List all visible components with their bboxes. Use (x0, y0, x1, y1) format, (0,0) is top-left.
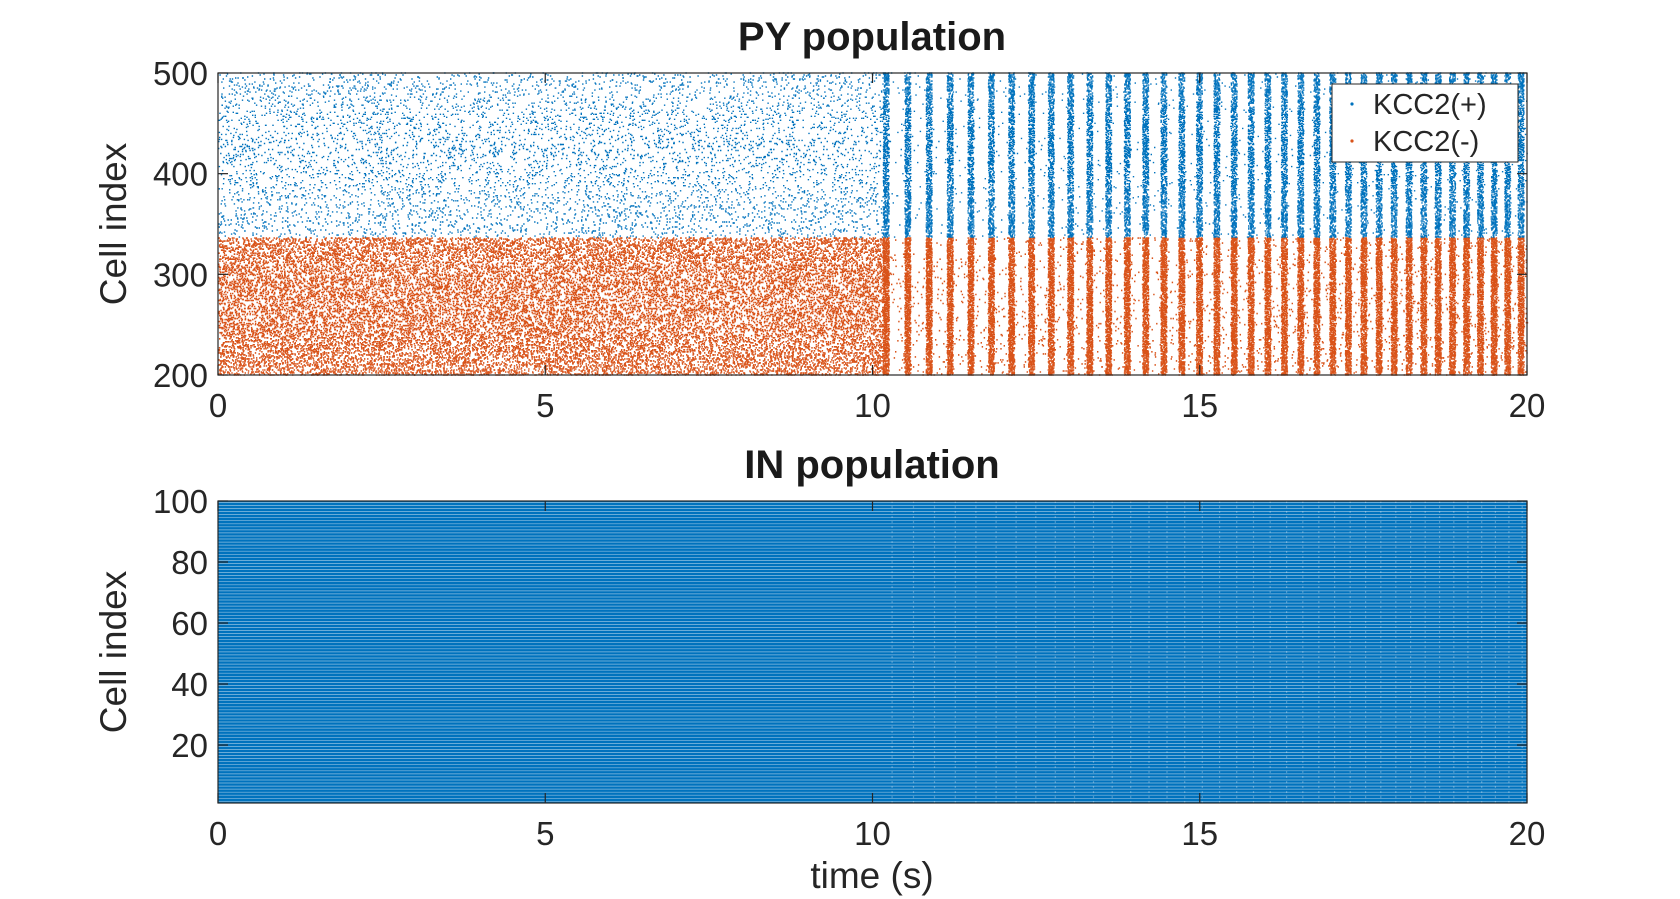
spike-cluster (1160, 237, 1238, 376)
spike-cluster (925, 72, 1036, 238)
in-title: IN population (744, 443, 1000, 487)
spike-cluster (1434, 237, 1500, 376)
y-tick-label: 100 (153, 483, 208, 520)
x-tick-label: 5 (536, 815, 554, 852)
x-tick-label: 10 (854, 387, 891, 424)
spike-cluster (1375, 237, 1444, 376)
y-tick-label: 500 (153, 55, 208, 92)
legend-box (1331, 83, 1519, 163)
spike-cluster (925, 237, 1016, 376)
x-tick-label: 0 (209, 815, 227, 852)
y-tick-label: 20 (171, 727, 208, 764)
spike-cluster (1230, 237, 1305, 376)
py-panel: PY population 0 5 10 15 20 200 300 400 500 Cell… (93, 15, 1545, 424)
py-y-axis: 200 300 400 500 (153, 55, 1527, 394)
spike-cluster (218, 237, 887, 376)
legend-label-kcc2-minus: KCC2(-) (1373, 126, 1479, 158)
py-raster-area (218, 72, 1529, 376)
in-panel: IN population 0 5 10 15 20 20 40 60 80 100 Cell … (93, 443, 1545, 896)
x-tick-label: 10 (854, 815, 891, 852)
spike-cluster (1028, 72, 1150, 238)
spike-cluster (1230, 72, 1337, 238)
spike-cluster (218, 237, 933, 376)
y-tick-label: 400 (153, 156, 208, 193)
in-x-axis: 0 5 10 15 20 (209, 501, 1546, 852)
py-kcc2-minus-spikes (218, 237, 1529, 376)
py-title: PY population (738, 15, 1006, 59)
spike-cluster (1142, 72, 1238, 238)
spike-cluster (1008, 237, 1094, 376)
x-tick-label: 0 (209, 387, 227, 424)
in-spikes (218, 501, 1527, 803)
y-tick-label: 40 (171, 666, 208, 703)
x-axis-label: time (s) (810, 855, 933, 896)
legend-marker-kcc2-minus (1350, 139, 1354, 143)
y-tick-label: 200 (153, 357, 208, 394)
x-tick-label: 20 (1509, 815, 1546, 852)
y-tick-label: 60 (171, 605, 208, 642)
in-y-label: Cell index (93, 570, 134, 733)
in-burst-gaps (891, 501, 1523, 803)
legend-label-kcc2-plus: KCC2(+) (1373, 89, 1487, 121)
x-tick-label: 15 (1181, 815, 1218, 852)
x-tick-label: 20 (1509, 387, 1546, 424)
spike-cluster (1086, 237, 1168, 376)
py-kcc2-plus-spikes (218, 72, 1528, 238)
py-y-label: Cell index (93, 142, 134, 305)
spike-cluster (1490, 237, 1529, 376)
py-legend: KCC2(+) KCC2(-) (1331, 83, 1519, 163)
spike-cluster (218, 72, 887, 238)
spike-cluster (1297, 237, 1384, 376)
in-y-axis: 20 40 60 80 100 (153, 483, 1527, 764)
x-tick-label: 5 (536, 387, 554, 424)
y-tick-label: 300 (153, 256, 208, 293)
legend-marker-kcc2-plus (1350, 102, 1354, 106)
py-x-axis: 0 5 10 15 20 (209, 73, 1546, 424)
y-tick-label: 80 (171, 544, 208, 581)
x-tick-label: 15 (1181, 387, 1218, 424)
